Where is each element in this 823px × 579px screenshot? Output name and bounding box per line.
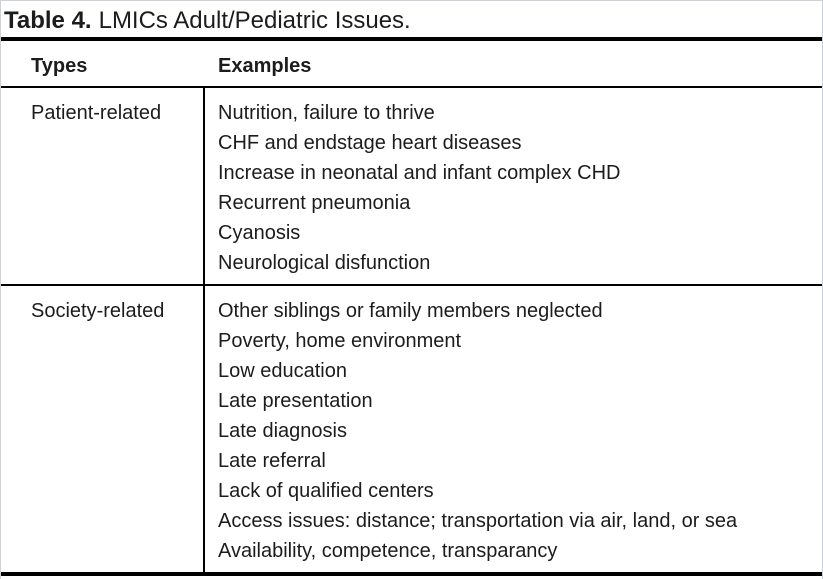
example-line: Nutrition, failure to thrive bbox=[218, 102, 435, 124]
example-line: Cyanosis bbox=[218, 222, 301, 244]
table-caption-label: Table 4. bbox=[4, 7, 92, 34]
example-line: Other siblings or family members neglect… bbox=[218, 300, 603, 322]
column-header-types: Types bbox=[31, 55, 88, 77]
example-line: Poverty, home environment bbox=[218, 330, 462, 352]
example-line: Access issues: distance; transportation … bbox=[218, 510, 738, 532]
examples-cell: Other siblings or family members neglect… bbox=[205, 286, 822, 572]
table-row-society-related: Society-related Other siblings or family… bbox=[1, 286, 822, 576]
table-caption: Table 4. LMICs Adult/Pediatric Issues. bbox=[1, 1, 822, 41]
table-row-patient-related: Patient-related Nutrition, failure to th… bbox=[1, 88, 822, 286]
example-line: Low education bbox=[218, 360, 347, 382]
table-header-row: Types Examples bbox=[1, 41, 822, 88]
example-line: Availability, competence, transparancy bbox=[218, 540, 558, 562]
example-line: Recurrent pneumonia bbox=[218, 192, 411, 214]
example-line: Late referral bbox=[218, 450, 326, 472]
column-header-examples: Examples bbox=[218, 55, 312, 77]
example-line: Increase in neonatal and infant complex … bbox=[218, 162, 621, 184]
example-line: Lack of qualified centers bbox=[218, 480, 434, 502]
examples-cell: Nutrition, failure to thrive CHF and end… bbox=[205, 88, 822, 284]
example-line: CHF and endstage heart diseases bbox=[218, 132, 522, 154]
table-caption-text: LMICs Adult/Pediatric Issues. bbox=[98, 7, 411, 34]
type-cell: Society-related bbox=[1, 286, 205, 572]
example-line: Neurological disfunction bbox=[218, 252, 431, 274]
type-cell: Patient-related bbox=[1, 88, 205, 284]
example-line: Late presentation bbox=[218, 390, 373, 412]
example-line: Late diagnosis bbox=[218, 420, 347, 442]
